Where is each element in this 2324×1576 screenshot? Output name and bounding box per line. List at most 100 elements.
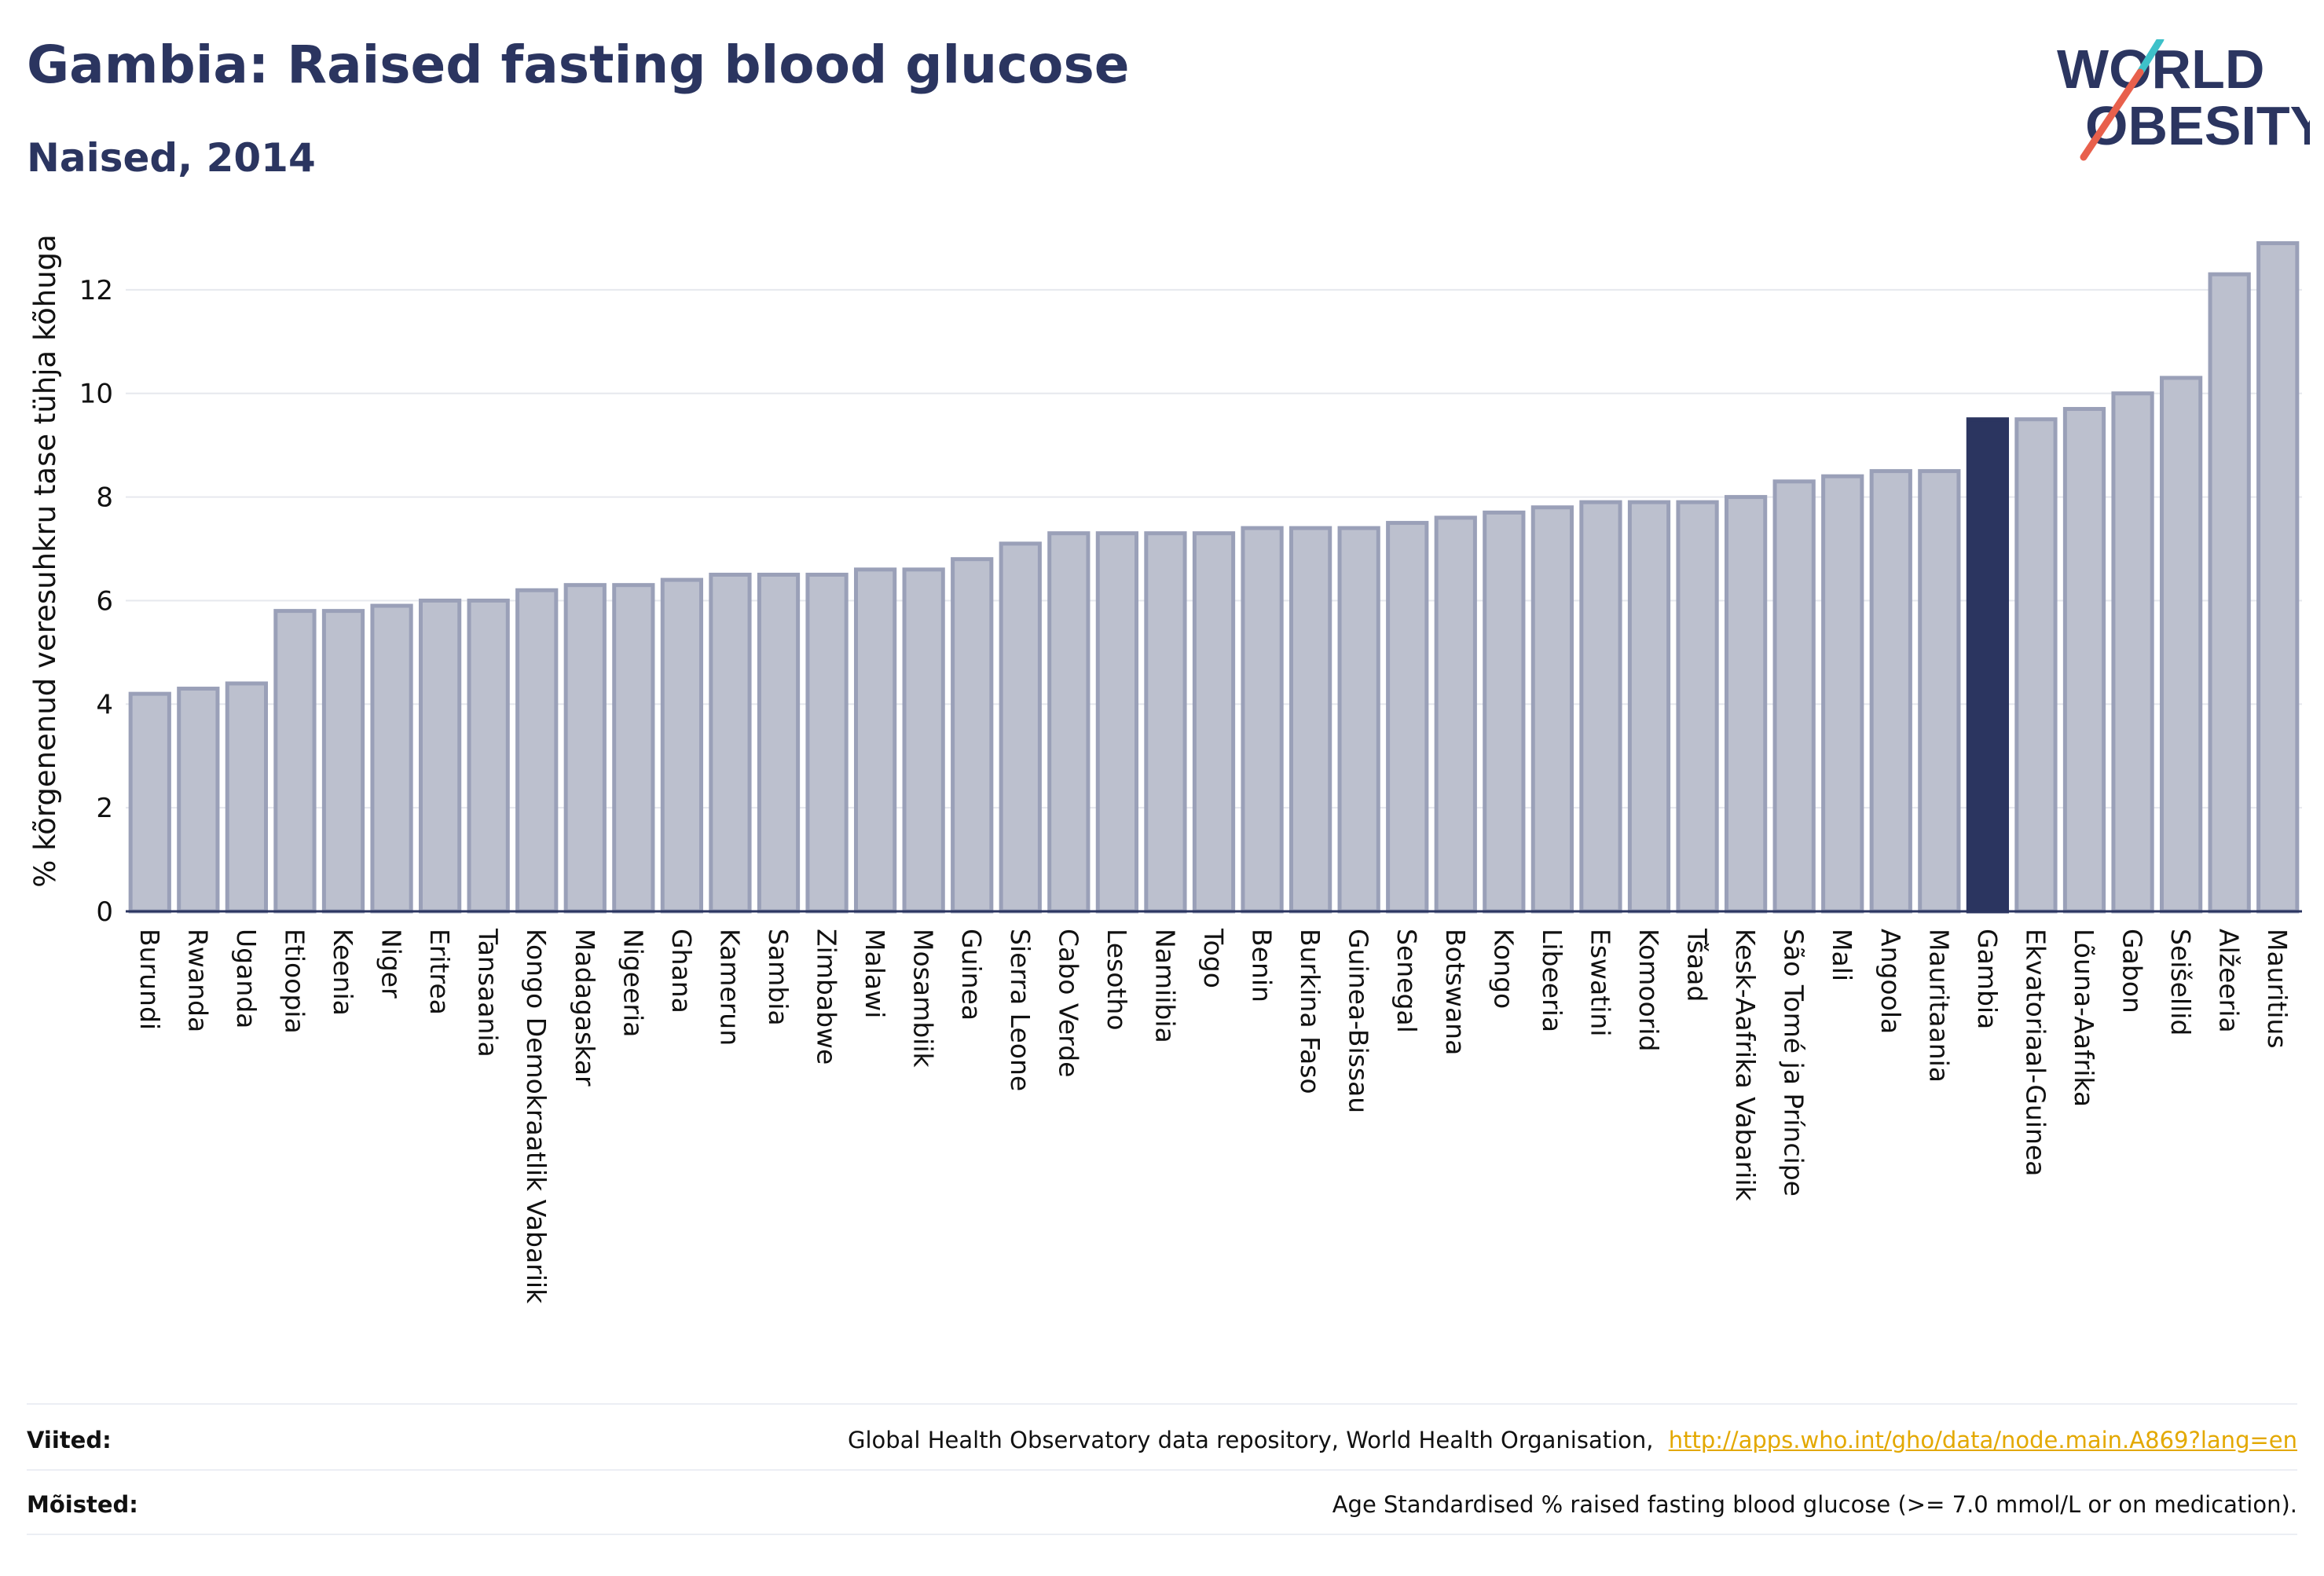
- footer-definitions: Mõisted: Age Standardised % raised fasti…: [27, 1474, 2297, 1535]
- bar: [709, 572, 752, 914]
- bar: [467, 598, 510, 914]
- bar: [273, 609, 317, 914]
- x-tick-label: Guinea: [956, 929, 987, 1021]
- x-tick-label: Benin: [1247, 929, 1277, 1002]
- x-tick-label: Togo: [1198, 928, 1229, 988]
- bar: [1724, 495, 1768, 914]
- y-tick-label: 0: [96, 896, 113, 928]
- logo-slash-teal: [2136, 39, 2165, 76]
- x-tick-label: Zimbabwe: [812, 929, 842, 1065]
- footer-divider: [27, 1469, 2297, 1471]
- bar: [1483, 510, 1526, 914]
- references-link[interactable]: http://apps.who.int/gho/data/node.main.A…: [1668, 1427, 2297, 1453]
- x-tick-label: Botswana: [1440, 929, 1471, 1055]
- bar: [1918, 469, 1961, 914]
- x-tick-label: Keenia: [328, 929, 358, 1016]
- world-obesity-logo: WORLD OBESITY: [2057, 39, 2310, 161]
- bar: [1530, 505, 1574, 914]
- x-tick-label: Eritrea: [424, 929, 455, 1015]
- x-tick-label: Burkina Faso: [1295, 929, 1325, 1094]
- x-tick-label: Mauritaania: [1923, 929, 1954, 1083]
- x-tick-label: Mauritius: [2262, 929, 2293, 1049]
- bar: [853, 567, 897, 914]
- x-tick-label: Kesk-Aafrika Vabariik: [1730, 929, 1761, 1201]
- x-tick-label: Malawi: [860, 929, 890, 1018]
- bar: [999, 541, 1042, 914]
- x-tick-label: Ghana: [666, 929, 697, 1013]
- bar: [418, 598, 462, 914]
- x-tick-label: Cabo Verde: [1053, 929, 1083, 1077]
- bar: [1095, 531, 1139, 914]
- x-tick-label: Nigeeria: [618, 929, 648, 1037]
- chart-subtitle: Naised, 2014: [27, 135, 316, 181]
- bar-highlight: [1966, 417, 2010, 914]
- bar: [1627, 500, 1671, 914]
- bar: [951, 557, 994, 914]
- bar: [902, 567, 945, 914]
- x-tick-label: Senegal: [1391, 929, 1422, 1033]
- bar: [225, 681, 269, 914]
- bar: [1144, 531, 1187, 914]
- x-tick-label: Tšaad: [1682, 928, 1713, 1002]
- x-tick-label: Alžeeria: [2214, 929, 2245, 1033]
- y-tick-label: 8: [96, 482, 113, 514]
- logo-line1: WORLD: [2057, 39, 2264, 100]
- x-tick-label: Ekvatoriaal-Guinea: [2020, 929, 2051, 1176]
- y-tick-label: 12: [79, 275, 113, 306]
- x-tick-label: Sambia: [763, 929, 794, 1026]
- x-tick-label: Sierra Leone: [1005, 929, 1036, 1091]
- bar: [1047, 531, 1091, 914]
- x-tick-label: Burundi: [134, 929, 165, 1030]
- bar: [1772, 479, 1816, 914]
- x-tick-label: Tansaania: [473, 928, 504, 1057]
- y-tick-label: 6: [96, 585, 113, 617]
- references-label: Viited:: [27, 1427, 112, 1453]
- y-tick-label: 10: [79, 379, 113, 410]
- x-tick-label: Namiibia: [1149, 929, 1180, 1043]
- x-tick-label: Eswatini: [1585, 929, 1615, 1036]
- bars-layer: [128, 241, 2300, 914]
- footer-references: Viited: Global Health Observatory data r…: [27, 1409, 2297, 1471]
- x-tick-label: Etioopia: [279, 929, 310, 1034]
- bar: [128, 691, 171, 914]
- bar: [2159, 376, 2203, 914]
- x-tick-label: Lesotho: [1102, 929, 1132, 1031]
- bar: [1337, 526, 1380, 914]
- bar: [1241, 526, 1284, 914]
- x-tick-label: Niger: [376, 929, 407, 999]
- references-value: Global Health Observatory data repositor…: [848, 1427, 2297, 1453]
- y-tick-label: 4: [96, 689, 113, 720]
- bar: [660, 577, 704, 914]
- bar: [757, 572, 801, 914]
- references-text: Global Health Observatory data repositor…: [847, 1427, 1654, 1453]
- bar: [1579, 500, 1622, 914]
- x-tick-label: Libeeria: [1537, 929, 1567, 1032]
- bar: [1676, 500, 1719, 914]
- x-tick-label: Kongo: [1488, 929, 1519, 1009]
- x-tick-label: Lõuna-Aafrika: [2069, 929, 2099, 1107]
- x-tick-label: Angoola: [1875, 929, 1906, 1034]
- bar: [177, 687, 220, 914]
- bar: [1821, 474, 1864, 914]
- footer-divider: [27, 1534, 2297, 1535]
- bar: [612, 583, 655, 914]
- bar: [1386, 521, 1429, 914]
- chart-title: Gambia: Raised fasting blood glucose: [27, 35, 1130, 95]
- bar: [515, 588, 559, 914]
- x-tick-label: São Tomé ja Príncipe: [1779, 929, 1809, 1197]
- x-tick-label: Seišellid: [2165, 929, 2196, 1035]
- x-tick-label: Guinea-Bissau: [1343, 929, 1374, 1113]
- labels-layer: 0 2 4 6 8 10 12 Burundi Rwanda Uganda Etioopia Keen…: [79, 275, 2293, 1304]
- x-tick-label: Uganda: [231, 929, 262, 1028]
- definitions-label: Mõisted:: [27, 1491, 138, 1518]
- bar: [2256, 241, 2300, 914]
- logo-line2: OBESITY: [2085, 95, 2310, 156]
- footer-divider: [27, 1403, 2297, 1405]
- bar: [1192, 531, 1236, 914]
- logo-slash-red: [2080, 68, 2144, 161]
- bar: [1288, 526, 1332, 914]
- x-tick-label: Rwanda: [182, 929, 213, 1032]
- bar: [563, 583, 607, 914]
- x-tick-label: Madagaskar: [570, 929, 600, 1087]
- x-tick-label: Gabon: [2117, 929, 2148, 1013]
